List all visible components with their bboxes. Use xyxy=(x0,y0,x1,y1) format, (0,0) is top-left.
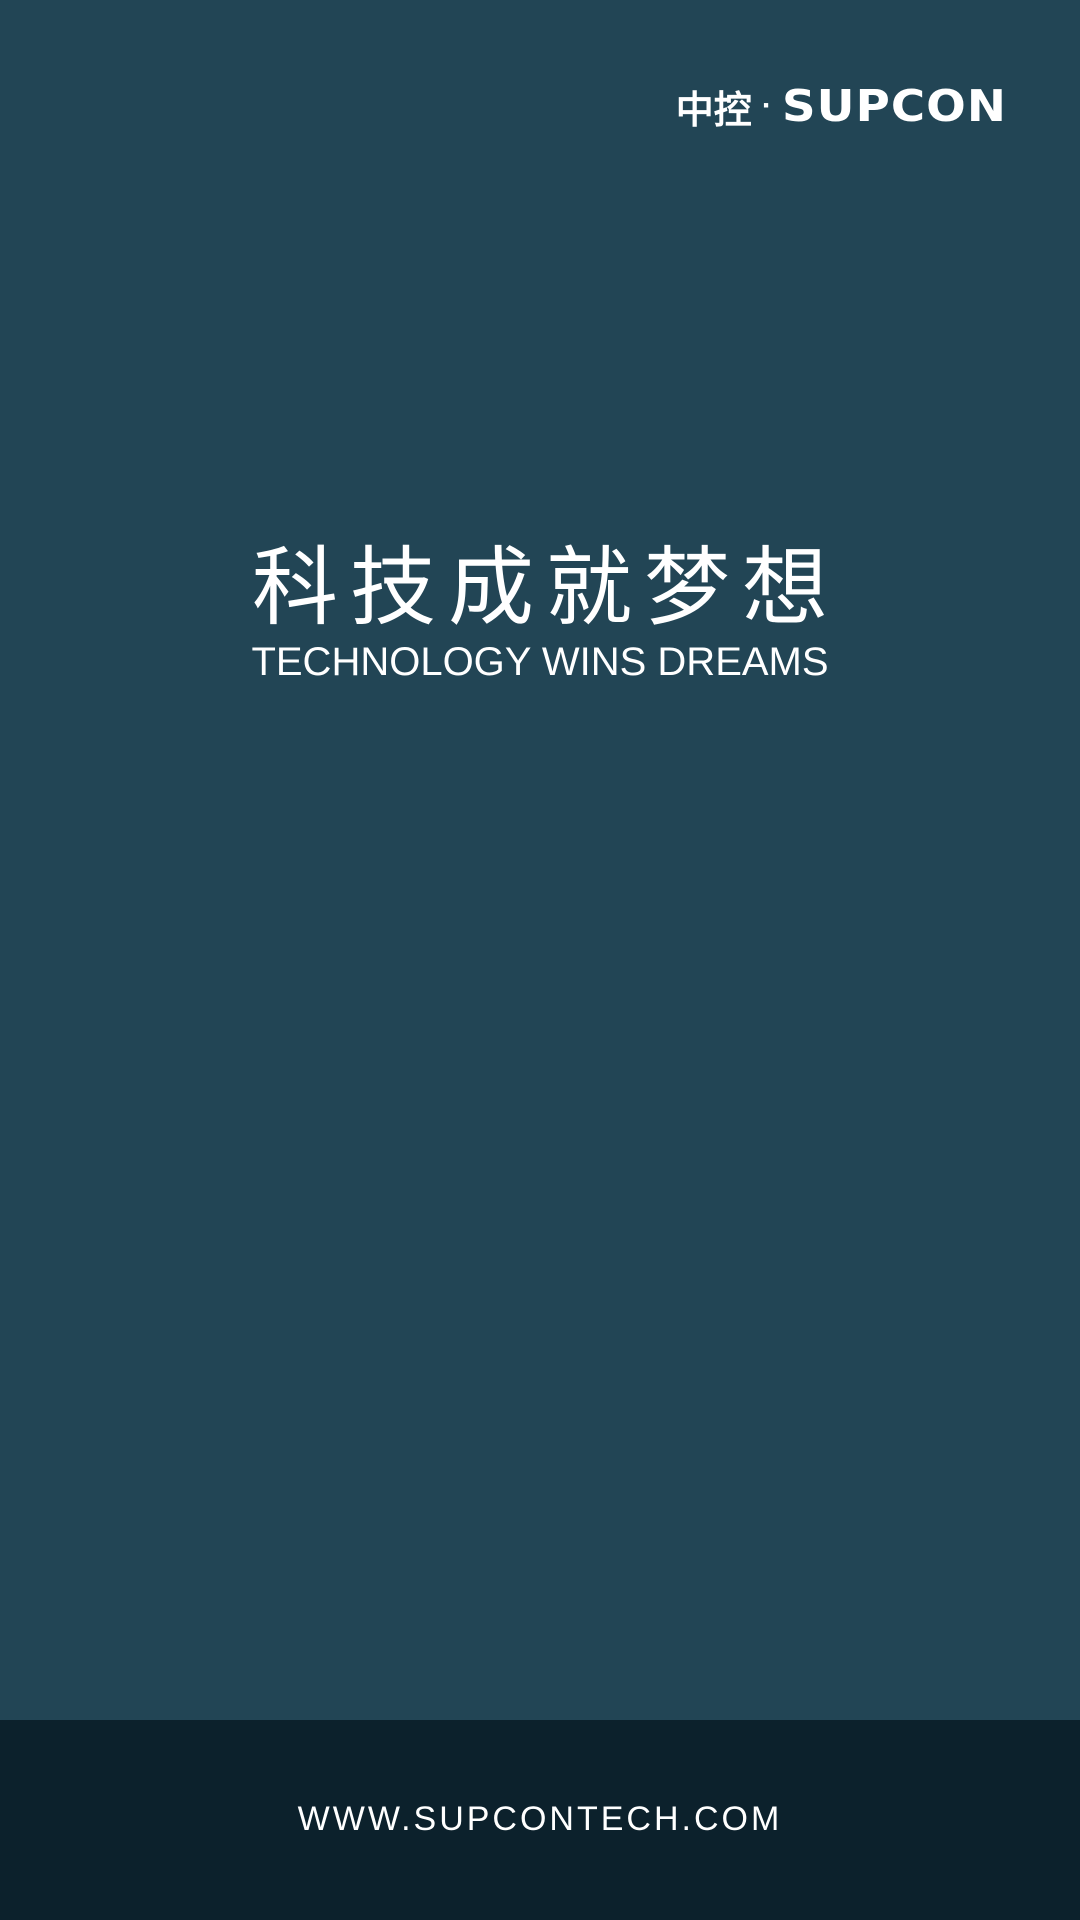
main-panel: 中控 · SUPCON 科技成就梦想 TECHNOLOGY WINS DREAM… xyxy=(0,80,1080,684)
logo-chinese-text: 中控 xyxy=(675,87,752,132)
slogan-chinese: 科技成就梦想 xyxy=(252,538,840,638)
supcon-logo: 中控 · SUPCON xyxy=(676,81,1006,132)
logo-english-text: SUPCON xyxy=(781,80,1007,132)
footer-bar: WWW.SUPCONTECH.COM xyxy=(0,1720,1080,1920)
slogan-english: TECHNOLOGY WINS DREAMS xyxy=(251,640,829,684)
slogan: 科技成就梦想 TECHNOLOGY WINS DREAMS xyxy=(0,540,1080,684)
website-url: WWW.SUPCONTECH.COM xyxy=(297,1799,783,1838)
logo-separator: · xyxy=(761,89,772,122)
